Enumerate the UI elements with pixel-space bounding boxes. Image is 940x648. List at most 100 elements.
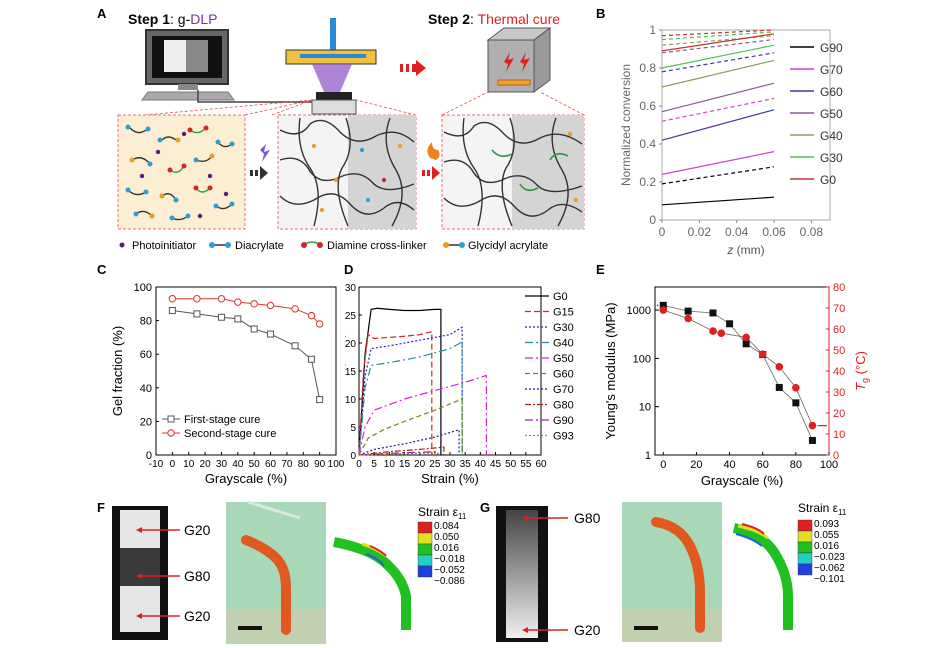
photo-g-bent-beam bbox=[622, 502, 722, 642]
chart-d-xtick-label: 30 bbox=[444, 459, 456, 470]
chart-c-ytick-label: 60 bbox=[140, 349, 152, 361]
chart-b-line-dashed-G60 bbox=[661, 52, 775, 73]
chart-b-xtick-label: 0.04 bbox=[725, 225, 749, 239]
chart-d-xtick-label: 25 bbox=[429, 459, 441, 470]
legend-diacrylate: Diacrylate bbox=[235, 240, 284, 252]
chart-e-modulus-point bbox=[659, 301, 667, 309]
chart-e-modulus-point bbox=[808, 436, 816, 444]
chart-c-point bbox=[291, 305, 299, 313]
chart-c-ytick-label: 80 bbox=[140, 316, 152, 328]
chart-e-xtick-label: 20 bbox=[690, 459, 702, 471]
chart-b-xtick-label: 0 bbox=[659, 225, 666, 239]
chart-d-series-G60 bbox=[358, 398, 463, 456]
chart-c-ytick-label: 40 bbox=[140, 383, 152, 395]
chart-c-point bbox=[193, 295, 201, 303]
chart-e-tg-point bbox=[775, 363, 784, 371]
chart-e-xlabel: Grayscale (%) bbox=[701, 473, 783, 488]
chart-b-line-dashed-G30 bbox=[661, 31, 775, 41]
chart-b-legend-G30: G30 bbox=[820, 151, 843, 165]
panel-label-a: A bbox=[97, 6, 107, 21]
chart-b-frame bbox=[661, 29, 831, 221]
chart-d-series-G93 bbox=[358, 452, 436, 456]
chart-c-point bbox=[168, 307, 176, 315]
legend-g-value-5: −0.101 bbox=[814, 574, 845, 585]
chart-c-series-line bbox=[172, 310, 321, 400]
chart-e-modulus-point bbox=[792, 399, 800, 407]
label-f-middle: G80 bbox=[184, 568, 211, 584]
chart-d-xtick-label: 20 bbox=[414, 459, 426, 470]
chart-e-ylabel-right: Tg (°C) bbox=[853, 351, 870, 391]
chart-d-xtick-label: 50 bbox=[505, 459, 517, 470]
chart-c-xtick-label: 80 bbox=[298, 459, 310, 470]
chart-e-rtick-label: 20 bbox=[833, 408, 845, 420]
chart-e-modulus-point bbox=[775, 383, 783, 391]
panel-a-schematic: Step 1: g-DLP Step 2: Thermal cure bbox=[117, 11, 585, 252]
chart-d-ytick-label: 20 bbox=[345, 339, 356, 350]
chart-e-modulus-tg: 0 20 40 60 80 100 1 10 100 1000 0 10 20 30 40 50 60 70 80 G… bbox=[603, 282, 870, 488]
chart-c-legend-marker bbox=[167, 415, 175, 423]
chart-d-ytick-label: 30 bbox=[345, 283, 356, 294]
chart-b-xlabel: z (mm) bbox=[726, 243, 764, 257]
chart-c-xlabel: Grayscale (%) bbox=[205, 471, 287, 486]
chart-d-series-G0 bbox=[358, 307, 442, 456]
chart-d-frame bbox=[358, 286, 542, 456]
chart-e-ytick-label: 100 bbox=[633, 353, 651, 365]
chart-c-point bbox=[315, 320, 324, 328]
legend-g-value-3: −0.023 bbox=[814, 552, 845, 563]
chart-d-series-G80 bbox=[358, 446, 445, 456]
chart-c-point bbox=[307, 355, 315, 363]
chart-d-series-G15 bbox=[358, 331, 433, 456]
chart-d-legend-G93: G93 bbox=[553, 431, 574, 443]
label-f-top: G20 bbox=[184, 522, 211, 538]
chart-c-xtick-label: 100 bbox=[328, 459, 345, 470]
chart-d-ytick-label: 15 bbox=[345, 367, 356, 378]
chart-c-point bbox=[250, 300, 258, 308]
chart-e-tg-point bbox=[709, 327, 717, 335]
chart-b-line-dashed-G40 bbox=[661, 35, 775, 46]
legend-g-value-0: 0.093 bbox=[814, 519, 839, 530]
chart-e-xtick-label: 80 bbox=[790, 459, 802, 471]
chart-b-line-solid-G30 bbox=[661, 44, 775, 69]
chart-c-point bbox=[250, 325, 258, 333]
chart-e-rtick-label: 10 bbox=[833, 429, 845, 441]
chart-d-legend-G60: G60 bbox=[553, 369, 574, 381]
chart-c-legend-label: Second-stage cure bbox=[184, 428, 276, 440]
panel-label-c: C bbox=[97, 262, 107, 277]
chart-c-point bbox=[234, 315, 242, 323]
chart-e-rtick-label: 60 bbox=[833, 324, 845, 336]
chart-c-xtick-label: 30 bbox=[216, 459, 228, 470]
label-g-top: G80 bbox=[574, 510, 601, 526]
chart-b-legend-G60: G60 bbox=[820, 85, 843, 99]
chart-d-legend-G50: G50 bbox=[553, 353, 574, 365]
chart-e-modulus-point bbox=[726, 320, 734, 328]
chart-b-ytick-label: 1 bbox=[649, 23, 656, 37]
chart-c-point bbox=[234, 298, 242, 306]
chart-b-xtick-label: 0.06 bbox=[762, 225, 786, 239]
chart-e-ytick-label: 1000 bbox=[627, 305, 651, 317]
chart-d-series-G40 bbox=[358, 340, 463, 456]
chart-d-xtick-label: 15 bbox=[399, 459, 411, 470]
legend-f-value-4: −0.052 bbox=[434, 565, 465, 576]
chart-d-xtick-label: 45 bbox=[490, 459, 502, 470]
chart-b-ytick-label: 0.8 bbox=[639, 61, 656, 75]
panel-a-legend: Photoinitiator Diacrylate Diamine cross-… bbox=[119, 240, 548, 252]
chart-d-xlabel: Strain (%) bbox=[421, 471, 479, 486]
chart-c-frame bbox=[155, 286, 337, 456]
chart-c-xtick-label: 40 bbox=[232, 459, 244, 470]
photo-f-bent-beam bbox=[226, 500, 326, 644]
chart-e-rtick-label: 70 bbox=[833, 303, 845, 315]
chart-e-tg-line bbox=[663, 309, 813, 426]
chart-e-rtick-label: 80 bbox=[833, 282, 845, 294]
chart-c-point bbox=[193, 310, 201, 318]
chart-b-line-dashed-G90 bbox=[661, 166, 775, 185]
chart-d-ytick-label: 0 bbox=[350, 451, 356, 462]
chart-c-xtick-label: 60 bbox=[265, 459, 277, 470]
chart-e-rtick-label: 40 bbox=[833, 366, 845, 378]
chart-b-ylabel: Normalized conversion bbox=[619, 64, 633, 186]
chart-c-point bbox=[316, 396, 324, 404]
fem-strain-map-g bbox=[732, 523, 793, 630]
chart-e-xtick-label: 100 bbox=[820, 459, 838, 471]
chart-d-xtick-label: 5 bbox=[371, 459, 377, 470]
chart-b-conversion: 0 0.02 0.04 0.06 0.08 0 0.2 0.4 0.6 0.8 1 z (mm) Nor… bbox=[619, 23, 843, 257]
chart-d-ytick-label: 10 bbox=[345, 395, 356, 406]
